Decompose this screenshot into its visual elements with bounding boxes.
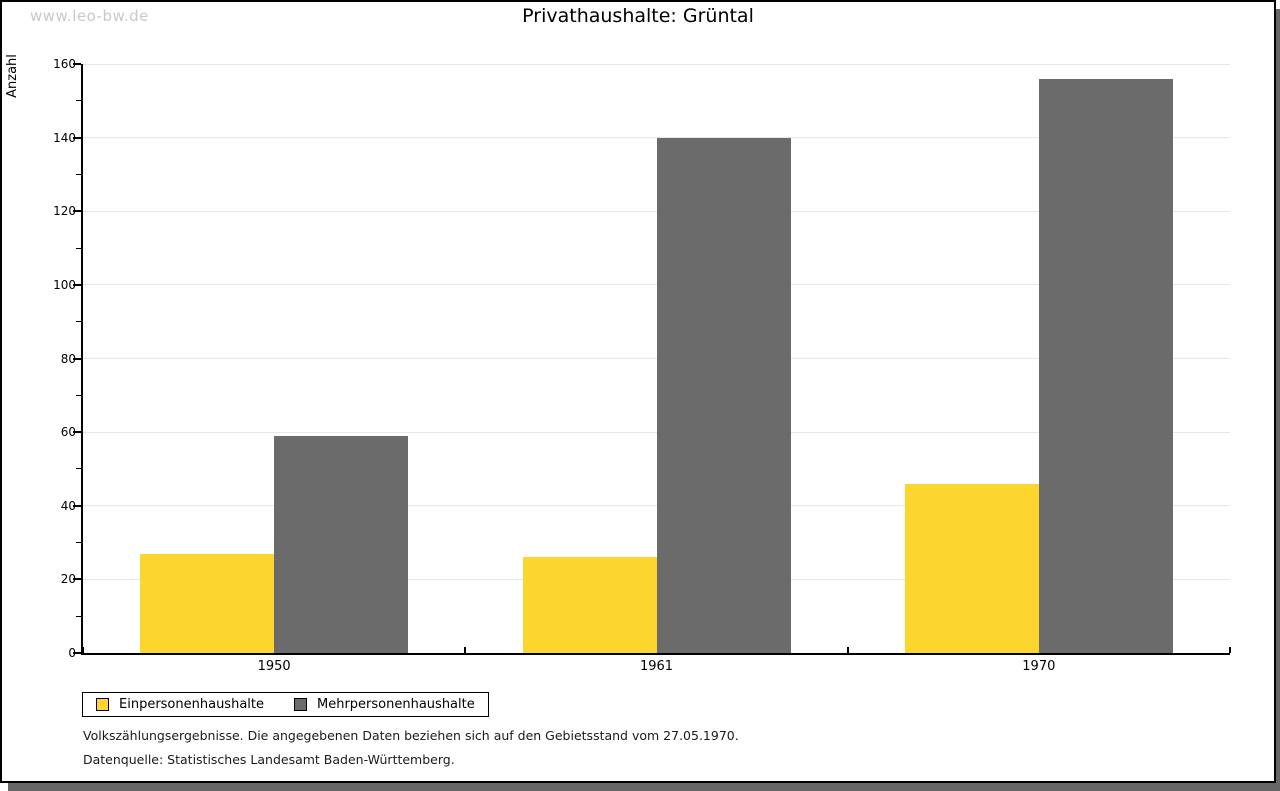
y-minor-tick-130 — [76, 173, 81, 175]
y-tick-label-60: 60 — [60, 425, 76, 440]
chart-title: Privathaushalte: Grüntal — [522, 5, 754, 27]
bar-einpersonenhaushalte-1970 — [904, 483, 1039, 653]
legend-label: Mehrpersonenhaushalte — [317, 697, 475, 712]
footer-source: Datenquelle: Statistisches Landesamt Bad… — [83, 752, 455, 767]
y-tick-label-160: 160 — [53, 57, 76, 71]
y-minor-tick-30 — [76, 542, 81, 544]
y-tick-label-100: 100 — [53, 277, 76, 292]
y-tick-80 — [73, 357, 81, 360]
y-tick-160 — [73, 63, 81, 65]
footer-note: Volkszählungsergebnisse. Die angegebenen… — [83, 728, 739, 743]
x-label-1950: 1950 — [257, 659, 291, 674]
y-minor-tick-110 — [76, 247, 81, 249]
bar-einpersonenhaushalte-1950 — [140, 553, 275, 653]
legend: Einpersonenhaushalte Mehrpersonenhaushal… — [82, 692, 489, 717]
y-tick-label-20: 20 — [60, 572, 76, 587]
gridline-160 — [83, 63, 1230, 65]
y-tick-120 — [73, 210, 81, 213]
y-minor-tick-70 — [76, 394, 81, 396]
x-tick-3 — [1229, 647, 1231, 653]
bar-mehrpersonenhaushalte-1970 — [1038, 78, 1173, 653]
y-tick-140 — [73, 136, 81, 139]
x-label-1961: 1961 — [639, 659, 674, 674]
y-tick-60 — [73, 431, 81, 434]
legend-item-einpersonenhaushalte: Einpersonenhaushalte — [96, 697, 264, 712]
y-tick-0 — [73, 652, 81, 654]
plot-area: 0 20 40 60 80 100 120 140 160 1950 1961 1970 — [53, 57, 1231, 674]
legend-swatch-gray — [294, 698, 307, 711]
bar-mehrpersonenhaushalte-1961 — [656, 137, 791, 653]
y-tick-label-40: 40 — [60, 498, 76, 513]
watermark: www.leo-bw.de — [30, 7, 149, 25]
legend-label: Einpersonenhaushalte — [119, 697, 264, 712]
y-axis-title: Anzahl — [5, 54, 20, 98]
legend-swatch-yellow — [96, 698, 109, 711]
x-tick-1 — [464, 647, 467, 653]
y-tick-40 — [73, 504, 81, 507]
y-tick-label-140: 140 — [53, 130, 76, 145]
y-tick-label-80: 80 — [60, 351, 76, 366]
y-minor-tick-10 — [76, 615, 81, 617]
y-minor-tick-150 — [76, 100, 81, 102]
x-label-1970: 1970 — [1022, 659, 1056, 674]
y-minor-tick-50 — [76, 468, 81, 470]
y-tick-label-0: 0 — [68, 646, 76, 660]
bar-einpersonenhaushalte-1961 — [522, 557, 657, 653]
y-minor-tick-90 — [76, 321, 81, 323]
bar-mehrpersonenhaushalte-1950 — [274, 435, 409, 653]
x-tick-0 — [82, 647, 84, 653]
y-tick-100 — [73, 283, 81, 286]
x-tick-2 — [846, 647, 849, 653]
y-tick-20 — [73, 578, 81, 581]
y-tick-label-120: 120 — [53, 204, 76, 219]
legend-item-mehrpersonenhaushalte: Mehrpersonenhaushalte — [294, 697, 475, 712]
